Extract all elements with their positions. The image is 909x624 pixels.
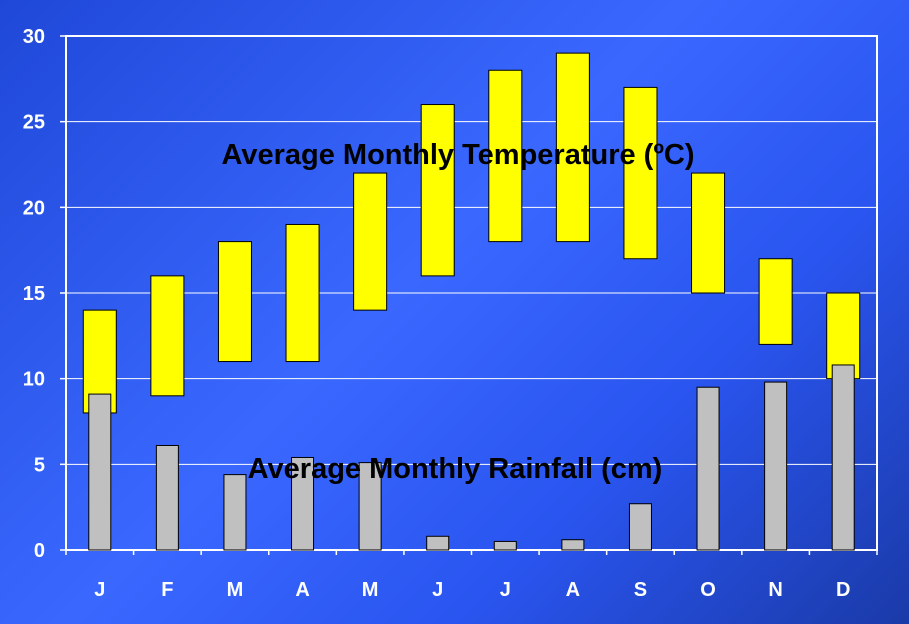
temperature-range-bar: [691, 172, 726, 294]
temperature-range-bar: [826, 292, 861, 380]
rainfall-bar: [223, 474, 247, 551]
temperature-range-bar: [353, 172, 388, 311]
x-tick-label: J: [432, 579, 443, 601]
x-tick-label: O: [700, 579, 716, 601]
temperature-range-bar: [488, 69, 523, 243]
rainfall-bar: [426, 535, 450, 551]
rainfall-bar: [358, 462, 382, 551]
y-tick-label: 20: [23, 197, 45, 219]
rainfall-bar: [155, 444, 179, 551]
rainfall-bar: [831, 364, 855, 551]
y-tick-label: 0: [34, 540, 45, 562]
temperature-range-bar: [758, 258, 793, 345]
temperature-range-bar: [555, 52, 590, 243]
rainfall-series: [88, 364, 855, 551]
x-tick-label: M: [227, 579, 244, 601]
y-tick-label: 30: [23, 26, 45, 48]
y-axis-ticks: 0 5 10 15 20 25 30: [23, 26, 66, 562]
rainfall-bar: [88, 393, 112, 551]
y-tick-label: 25: [23, 112, 45, 134]
y-tick-label: 10: [23, 369, 45, 391]
x-tick-label: F: [161, 579, 173, 601]
rainfall-bar: [291, 456, 315, 551]
x-tick-label: J: [500, 579, 511, 601]
rainfall-annotation: Average Monthly Rainfall (cm): [248, 453, 663, 485]
rainfall-bar: [493, 540, 517, 551]
temperature-range-bar: [217, 241, 252, 363]
temperature-series: [82, 52, 861, 414]
x-tick-label: D: [836, 579, 850, 601]
rainfall-bar: [561, 539, 585, 551]
x-tick-label: A: [566, 579, 580, 601]
x-tick-label: A: [295, 579, 309, 601]
x-tick-label: S: [634, 579, 647, 601]
temperature-range-bar: [285, 223, 320, 363]
x-tick-label: J: [94, 579, 105, 601]
y-tick-label: 5: [34, 454, 45, 476]
temperature-annotation: Average Monthly Temperature (ºC): [221, 139, 694, 171]
rainfall-bar: [628, 503, 652, 551]
x-tick-label: N: [768, 579, 782, 601]
rainfall-bar: [764, 381, 788, 551]
rainfall-bar: [696, 386, 720, 551]
y-tick-label: 15: [23, 283, 45, 305]
temperature-range-bar: [150, 275, 185, 397]
temperature-range-bar: [623, 86, 658, 260]
x-tick-label: M: [362, 579, 379, 601]
gridlines: [66, 121, 877, 465]
temperature-range-bar: [420, 104, 455, 277]
